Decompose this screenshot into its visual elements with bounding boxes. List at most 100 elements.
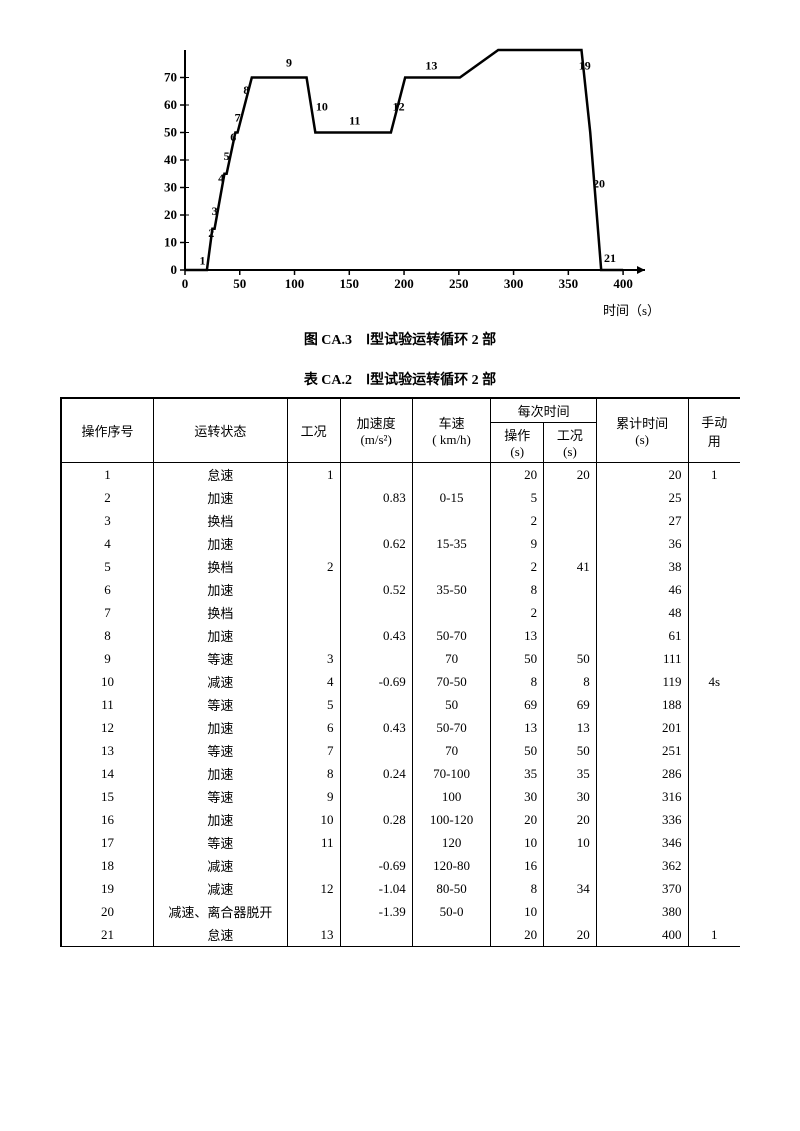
cell: 8 <box>491 578 544 601</box>
col-time-group: 每次时间 <box>491 398 596 423</box>
cell: 35 <box>544 762 597 785</box>
cell <box>287 900 340 923</box>
cell: 35 <box>491 762 544 785</box>
svg-text:50: 50 <box>233 276 246 291</box>
cell: 0.28 <box>340 808 412 831</box>
cell: 2 <box>491 509 544 532</box>
cell: 30 <box>491 785 544 808</box>
cell: 61 <box>596 624 688 647</box>
col-op-l1: 操作 <box>504 428 530 443</box>
table-row: 10减速4-0.6970-50881194s <box>61 670 740 693</box>
cell <box>688 716 740 739</box>
cell <box>688 808 740 831</box>
cell: 16 <box>491 854 544 877</box>
svg-text:200: 200 <box>394 276 414 291</box>
cell: 50-70 <box>412 624 491 647</box>
cell: 0.24 <box>340 762 412 785</box>
cell: 201 <box>596 716 688 739</box>
cell: 9 <box>61 647 154 670</box>
cell: -1.04 <box>340 877 412 900</box>
cell: 9 <box>287 785 340 808</box>
cell: 11 <box>61 693 154 716</box>
cell: 251 <box>596 739 688 762</box>
cell: 0.43 <box>340 624 412 647</box>
svg-text:7: 7 <box>235 111 241 125</box>
svg-text:30: 30 <box>164 180 177 195</box>
cell: 5 <box>61 555 154 578</box>
cell: 50 <box>412 693 491 716</box>
svg-text:1: 1 <box>200 254 206 268</box>
cell: 怠速 <box>154 463 288 487</box>
cell <box>688 624 740 647</box>
svg-text:3: 3 <box>212 204 218 218</box>
cell: 13 <box>61 739 154 762</box>
cell: 15-35 <box>412 532 491 555</box>
cell: 3 <box>61 509 154 532</box>
cell: 41 <box>544 555 597 578</box>
cell: 1 <box>287 463 340 487</box>
svg-text:2: 2 <box>208 226 214 240</box>
svg-text:100: 100 <box>285 276 305 291</box>
figure-caption: 图 CA.3 Ⅰ型试验运转循环 2 部 <box>60 329 740 349</box>
cell: 3 <box>287 647 340 670</box>
cell: 7 <box>61 601 154 624</box>
cell <box>287 854 340 877</box>
table-row: 19减速12-1.0480-50834370 <box>61 877 740 900</box>
svg-text:300: 300 <box>504 276 523 291</box>
cell: 20 <box>544 463 597 487</box>
col-op: 操作 (s) <box>491 423 544 463</box>
cell: 8 <box>287 762 340 785</box>
cell: 8 <box>491 877 544 900</box>
cell: 怠速 <box>154 923 288 947</box>
cell <box>688 831 740 854</box>
cell: 70 <box>412 647 491 670</box>
table-row: 8加速0.4350-701361 <box>61 624 740 647</box>
cell <box>340 831 412 854</box>
cell: 减速 <box>154 670 288 693</box>
svg-text:19: 19 <box>579 58 591 72</box>
cell: 2 <box>287 555 340 578</box>
chart-svg: 0102030405060700501001502002503003504001… <box>140 40 660 300</box>
x-axis-label: 时间（s） <box>140 300 660 319</box>
svg-text:10: 10 <box>316 100 328 114</box>
cell <box>287 578 340 601</box>
cell: 换档 <box>154 555 288 578</box>
cell <box>544 854 597 877</box>
col-speed-l2: ( km/h) <box>432 432 471 447</box>
col-seq: 操作序号 <box>61 398 154 463</box>
cell: -1.39 <box>340 900 412 923</box>
cell: 等速 <box>154 739 288 762</box>
cell: 20 <box>491 923 544 947</box>
cell <box>340 923 412 947</box>
cell: 2 <box>491 601 544 624</box>
col-accel-l2: (m/s²) <box>360 432 391 447</box>
cell <box>544 601 597 624</box>
cell: 8 <box>491 670 544 693</box>
cell: 20 <box>596 463 688 487</box>
cell: 20 <box>491 463 544 487</box>
cell: 50 <box>491 739 544 762</box>
cell: -0.69 <box>340 670 412 693</box>
cell: 0.52 <box>340 578 412 601</box>
svg-text:21: 21 <box>604 251 616 265</box>
cell: 7 <box>287 739 340 762</box>
cell: 50-70 <box>412 716 491 739</box>
cell <box>340 555 412 578</box>
col-cond-l2: (s) <box>563 444 577 459</box>
cell <box>688 647 740 670</box>
col-cum-l1: 累计时间 <box>616 416 668 431</box>
svg-text:20: 20 <box>593 177 605 191</box>
table-row: 6加速0.5235-50846 <box>61 578 740 601</box>
cell: 10 <box>544 831 597 854</box>
cell: 25 <box>596 486 688 509</box>
col-op-l2: (s) <box>510 444 524 459</box>
cell: 13 <box>544 716 597 739</box>
cell: 换档 <box>154 509 288 532</box>
table-row: 7换档248 <box>61 601 740 624</box>
cell: 6 <box>61 578 154 601</box>
cell <box>688 601 740 624</box>
svg-text:4: 4 <box>218 171 224 185</box>
table-row: 17等速111201010346 <box>61 831 740 854</box>
cycle-table: 操作序号 运转状态 工况 加速度 (m/s²) 车速 ( km/h) 每次时间 … <box>60 397 740 947</box>
cell: 4 <box>287 670 340 693</box>
